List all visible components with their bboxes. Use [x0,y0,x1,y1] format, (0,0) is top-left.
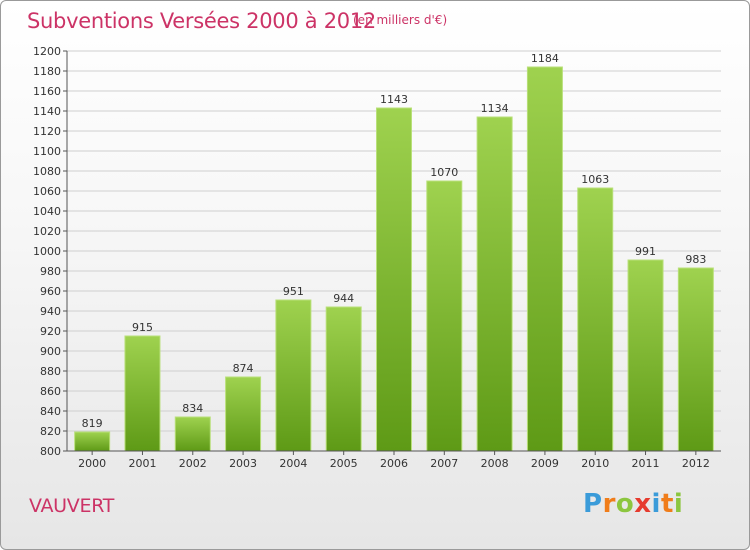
y-tick-label: 1120 [33,125,61,138]
bar [476,116,513,452]
y-tick-label: 1020 [33,225,61,238]
logo-letter: i [673,489,684,519]
logo-letter: t [660,489,674,519]
x-tick-label: 2007 [430,457,458,470]
bar [577,187,614,452]
bar [627,259,664,452]
data-label: 1134 [481,102,509,115]
x-tick-label: 2006 [380,457,408,470]
commune-name: VAUVERT [29,495,115,517]
bar [174,416,211,452]
y-tick-label: 1080 [33,165,61,178]
data-label: 834 [182,402,203,415]
y-tick-label: 1140 [33,105,61,118]
data-label: 944 [333,292,354,305]
y-tick-label: 900 [40,345,61,358]
y-tick-label: 1040 [33,205,61,218]
y-tick-label: 800 [40,445,61,458]
x-tick-label: 2002 [179,457,207,470]
logo-letter: o [615,489,635,519]
bar [677,267,714,452]
labels: 800 820 840 860 880 900 920 940 960 980 1000 1020 10… [33,45,710,470]
data-label: 819 [82,417,103,430]
chart-unit-label: (en milliers d'€) [353,13,448,27]
bar [275,299,312,452]
logo-letter: i [651,489,661,519]
x-tick-label: 2000 [78,457,106,470]
y-tick-label: 940 [40,305,61,318]
x-tick-label: 2005 [330,457,358,470]
x-tick-label: 2012 [682,457,710,470]
bar [325,306,362,452]
x-tick-label: 2001 [128,457,156,470]
bar [225,376,262,452]
bar [426,180,463,452]
data-label: 915 [132,321,153,334]
proxiti-logo: Proxiti [583,489,683,519]
bar [526,66,563,452]
y-tick-label: 960 [40,285,61,298]
data-label: 874 [233,362,254,375]
y-tick-label: 840 [40,405,61,418]
data-label: 951 [283,285,304,298]
data-label: 991 [635,245,656,258]
bar [74,431,111,452]
data-label: 1143 [380,93,408,106]
logo-letter: x [634,489,652,519]
y-tick-label: 920 [40,325,61,338]
bars [74,66,714,452]
y-tick-label: 860 [40,385,61,398]
y-tick-label: 820 [40,425,61,438]
bar [376,107,412,452]
data-label: 1070 [430,166,458,179]
x-tick-label: 2010 [581,457,609,470]
x-tick-label: 2011 [632,457,660,470]
y-tick-label: 880 [40,365,61,378]
bar [124,335,161,452]
y-tick-label: 1180 [33,65,61,78]
chart-title: Subventions Versées 2000 à 2012 [27,9,376,33]
x-tick-label: 2008 [481,457,509,470]
logo-letter: r [602,489,616,519]
y-tick-label: 1000 [33,245,61,258]
y-tick-label: 1060 [33,185,61,198]
y-tick-label: 980 [40,265,61,278]
axes [63,50,721,455]
y-tick-label: 1100 [33,145,61,158]
x-tick-label: 2009 [531,457,559,470]
data-label: 1184 [531,52,559,65]
data-label: 1063 [581,173,609,186]
y-tick-label: 1160 [33,85,61,98]
x-tick-label: 2004 [279,457,307,470]
y-tick-label: 1200 [33,45,61,58]
data-label: 983 [685,253,706,266]
logo-letter: P [583,489,603,519]
x-tick-label: 2003 [229,457,257,470]
